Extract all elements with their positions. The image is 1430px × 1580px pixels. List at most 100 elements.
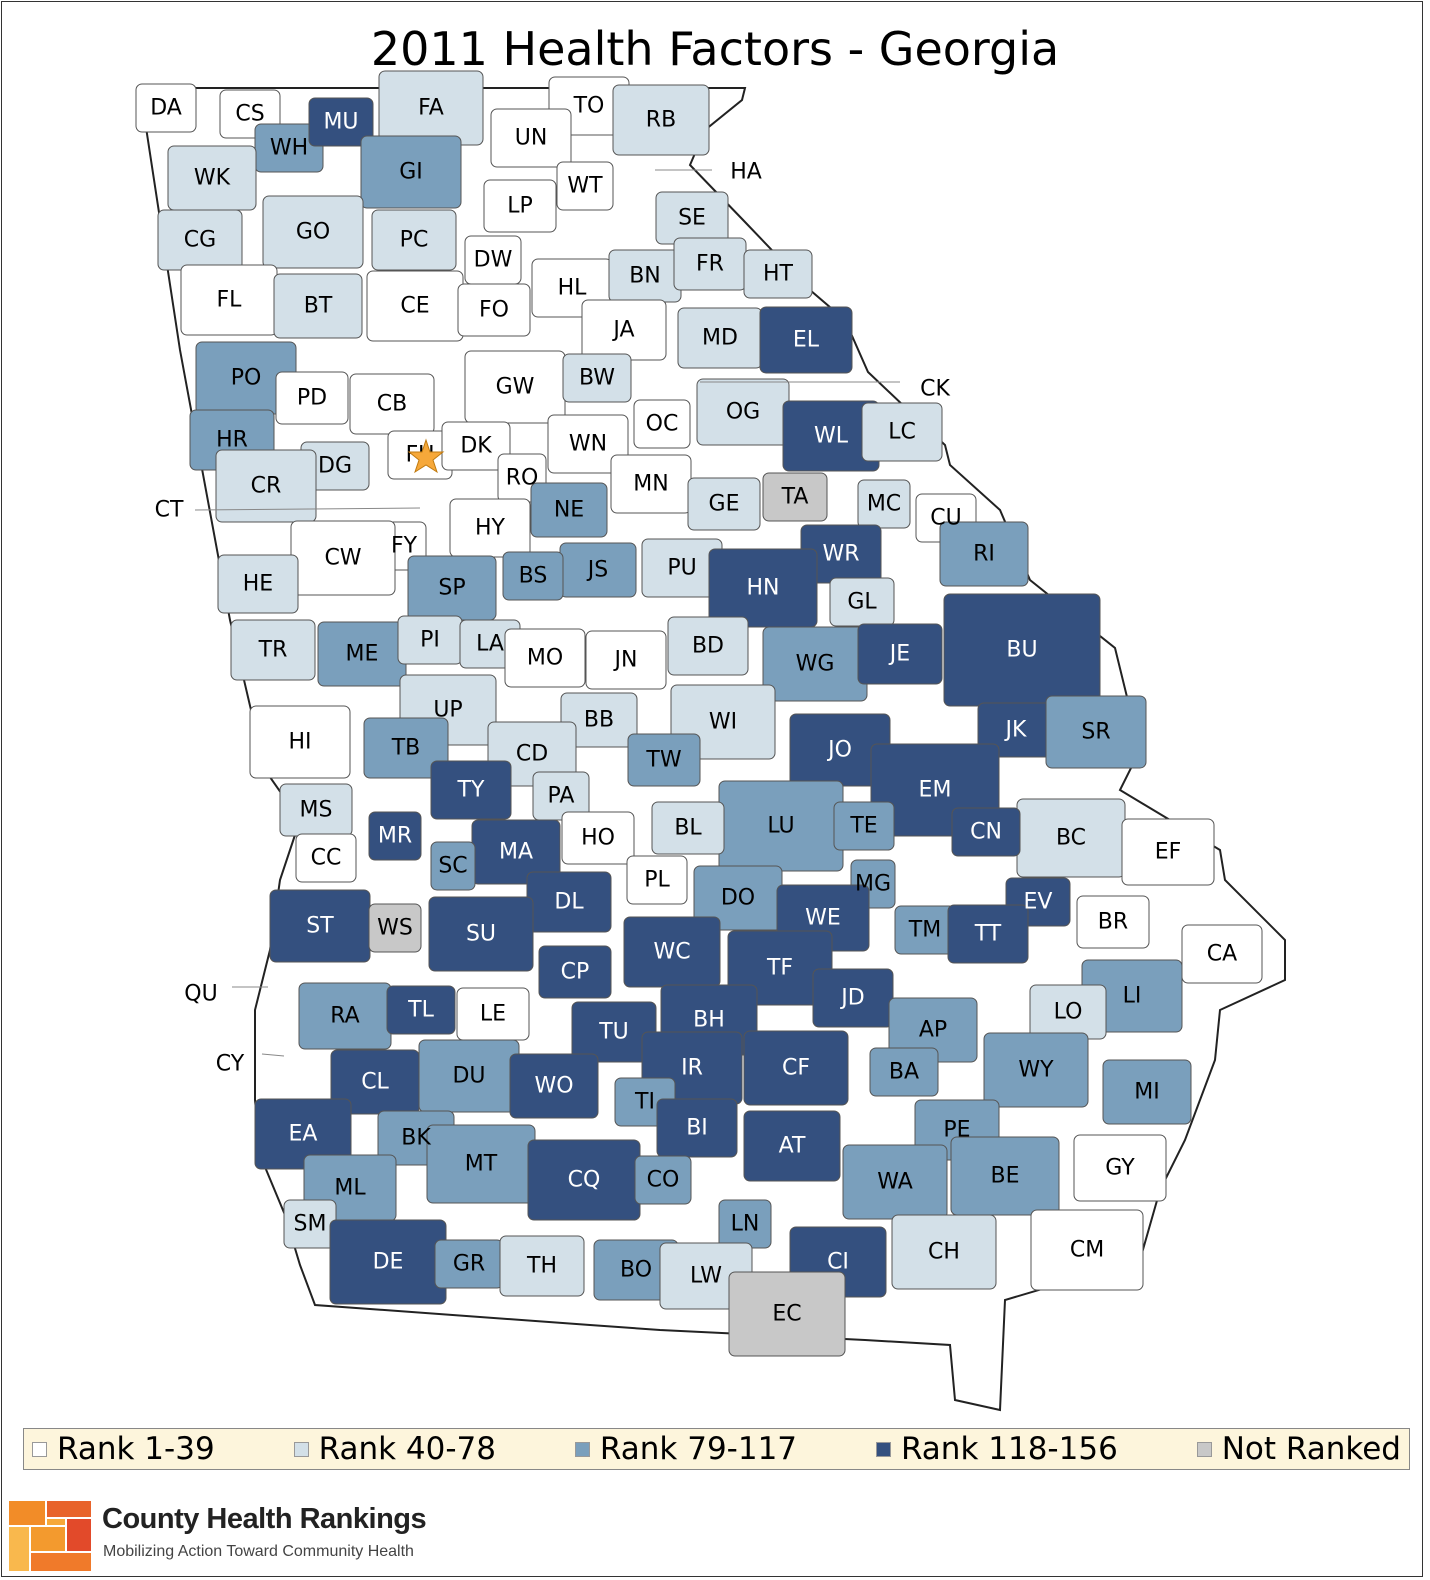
county-region-ba [869, 1047, 939, 1097]
county-region-wt [556, 161, 614, 211]
county-region-da [135, 83, 197, 133]
county-label-cq: CQ [568, 1168, 601, 1193]
county-label-lc: LC [888, 420, 916, 445]
county-label-tt: TT [974, 922, 1002, 947]
county-label-le: LE [480, 1002, 506, 1027]
county-label-ch: CH [928, 1240, 960, 1265]
map-title: 2011 Health Factors - Georgia [370, 22, 1060, 76]
legend-label: Rank 118-156 [900, 1431, 1118, 1467]
county-label-cs: CS [235, 102, 264, 127]
county-label-rb: RB [646, 108, 676, 133]
county-region-mu [308, 97, 374, 147]
county-label-ct: CT [155, 498, 184, 523]
county-region-ca [1181, 924, 1263, 984]
county-label-cg: CG [184, 228, 216, 253]
county-label-wl: WL [814, 424, 849, 449]
county-region-ho [561, 811, 635, 865]
county-label-md: MD [702, 326, 738, 351]
county-label-sp: SP [438, 576, 465, 601]
county-label-cd: CD [516, 742, 548, 767]
county-label-dg: DG [318, 454, 352, 479]
county-label-ne: NE [554, 498, 584, 523]
county-label-ec: EC [772, 1302, 801, 1327]
county-region-th [499, 1235, 585, 1297]
legend-item: Rank 118-156 [875, 1431, 1118, 1467]
county-label-cw: CW [324, 546, 361, 571]
label-leader-lines [194, 169, 900, 1057]
legend-item: Not Ranked [1196, 1431, 1401, 1467]
county-label-wi: WI [709, 710, 737, 735]
county-region-cp [538, 945, 612, 999]
county-region-cr [215, 449, 317, 523]
county-label-ge: GE [709, 492, 740, 517]
county-label-je: JE [888, 642, 910, 667]
county-label-wn: WN [569, 432, 607, 457]
county-label-up: UP [433, 698, 462, 723]
county-region-ea [254, 1098, 352, 1170]
county-label-ty: TY [457, 778, 485, 803]
county-label-ci: CI [827, 1250, 849, 1275]
county-label-dk: DK [460, 434, 492, 459]
county-label-cp: CP [561, 960, 590, 985]
county-label-tw: TW [645, 748, 681, 773]
county-health-rankings-logo-icon [8, 1500, 92, 1572]
legend-swatch [293, 1441, 309, 1457]
county-label-tm: TM [908, 918, 941, 943]
county-label-tu: TU [598, 1020, 629, 1045]
county-label-ef: EF [1155, 840, 1182, 865]
county-label-ms: MS [300, 798, 333, 823]
county-label-po: PO [231, 366, 262, 391]
county-label-wk: WK [194, 166, 231, 191]
county-regions [135, 70, 1263, 1357]
county-label-js: JS [586, 558, 608, 583]
county-label-cc: CC [311, 846, 342, 871]
county-label-gi: GI [399, 160, 423, 185]
county-region-te [833, 801, 895, 851]
county-label-ea: EA [289, 1122, 318, 1147]
county-label-bb: BB [584, 708, 614, 733]
county-label-cm: CM [1070, 1238, 1104, 1263]
county-region-cn [951, 807, 1021, 857]
county-region-bb [560, 692, 638, 748]
county-label-bw: BW [579, 366, 615, 391]
county-label-sc: SC [438, 854, 467, 879]
county-region-ch [891, 1214, 997, 1290]
county-label-bd: BD [692, 634, 724, 659]
county-label-wh: WH [270, 136, 308, 161]
county-region-mi [1102, 1059, 1192, 1125]
county-region-cc [295, 833, 357, 883]
county-label-to: TO [573, 94, 605, 119]
legend-swatch [1196, 1441, 1212, 1457]
county-label-ta: TA [781, 485, 809, 510]
county-label-li: LI [1123, 984, 1142, 1009]
county-label-bt: BT [304, 294, 333, 319]
county-label-mr: MR [378, 824, 412, 849]
county-region-oc [633, 399, 691, 449]
county-label-ce: CE [400, 294, 429, 319]
county-region-lp [483, 179, 557, 233]
legend-label: Rank 79-117 [599, 1431, 798, 1467]
county-label-mg: MG [855, 872, 891, 897]
county-label-bh: BH [693, 1008, 725, 1033]
county-label-ir: IR [681, 1056, 703, 1081]
county-label-wc: WC [653, 940, 690, 965]
county-region-sr [1045, 695, 1147, 769]
county-label-fa: FA [418, 96, 444, 121]
legend-swatch [574, 1441, 590, 1457]
county-label-tr: TR [258, 638, 288, 663]
county-label-ri: RI [973, 542, 995, 567]
county-label-cn: CN [970, 820, 1002, 845]
county-region-wn [547, 414, 629, 474]
county-label-bk: BK [401, 1126, 431, 1151]
county-label-st: ST [306, 914, 334, 939]
county-region-gi [360, 135, 462, 209]
county-region-hi [249, 705, 351, 779]
county-label-be: BE [991, 1164, 1020, 1189]
county-label-lp: LP [507, 194, 533, 219]
county-label-wy: WY [1018, 1058, 1054, 1083]
legend: Rank 1-39 Rank 40-78 Rank 79-117 Rank 11… [23, 1428, 1410, 1470]
county-region-su [428, 896, 534, 972]
